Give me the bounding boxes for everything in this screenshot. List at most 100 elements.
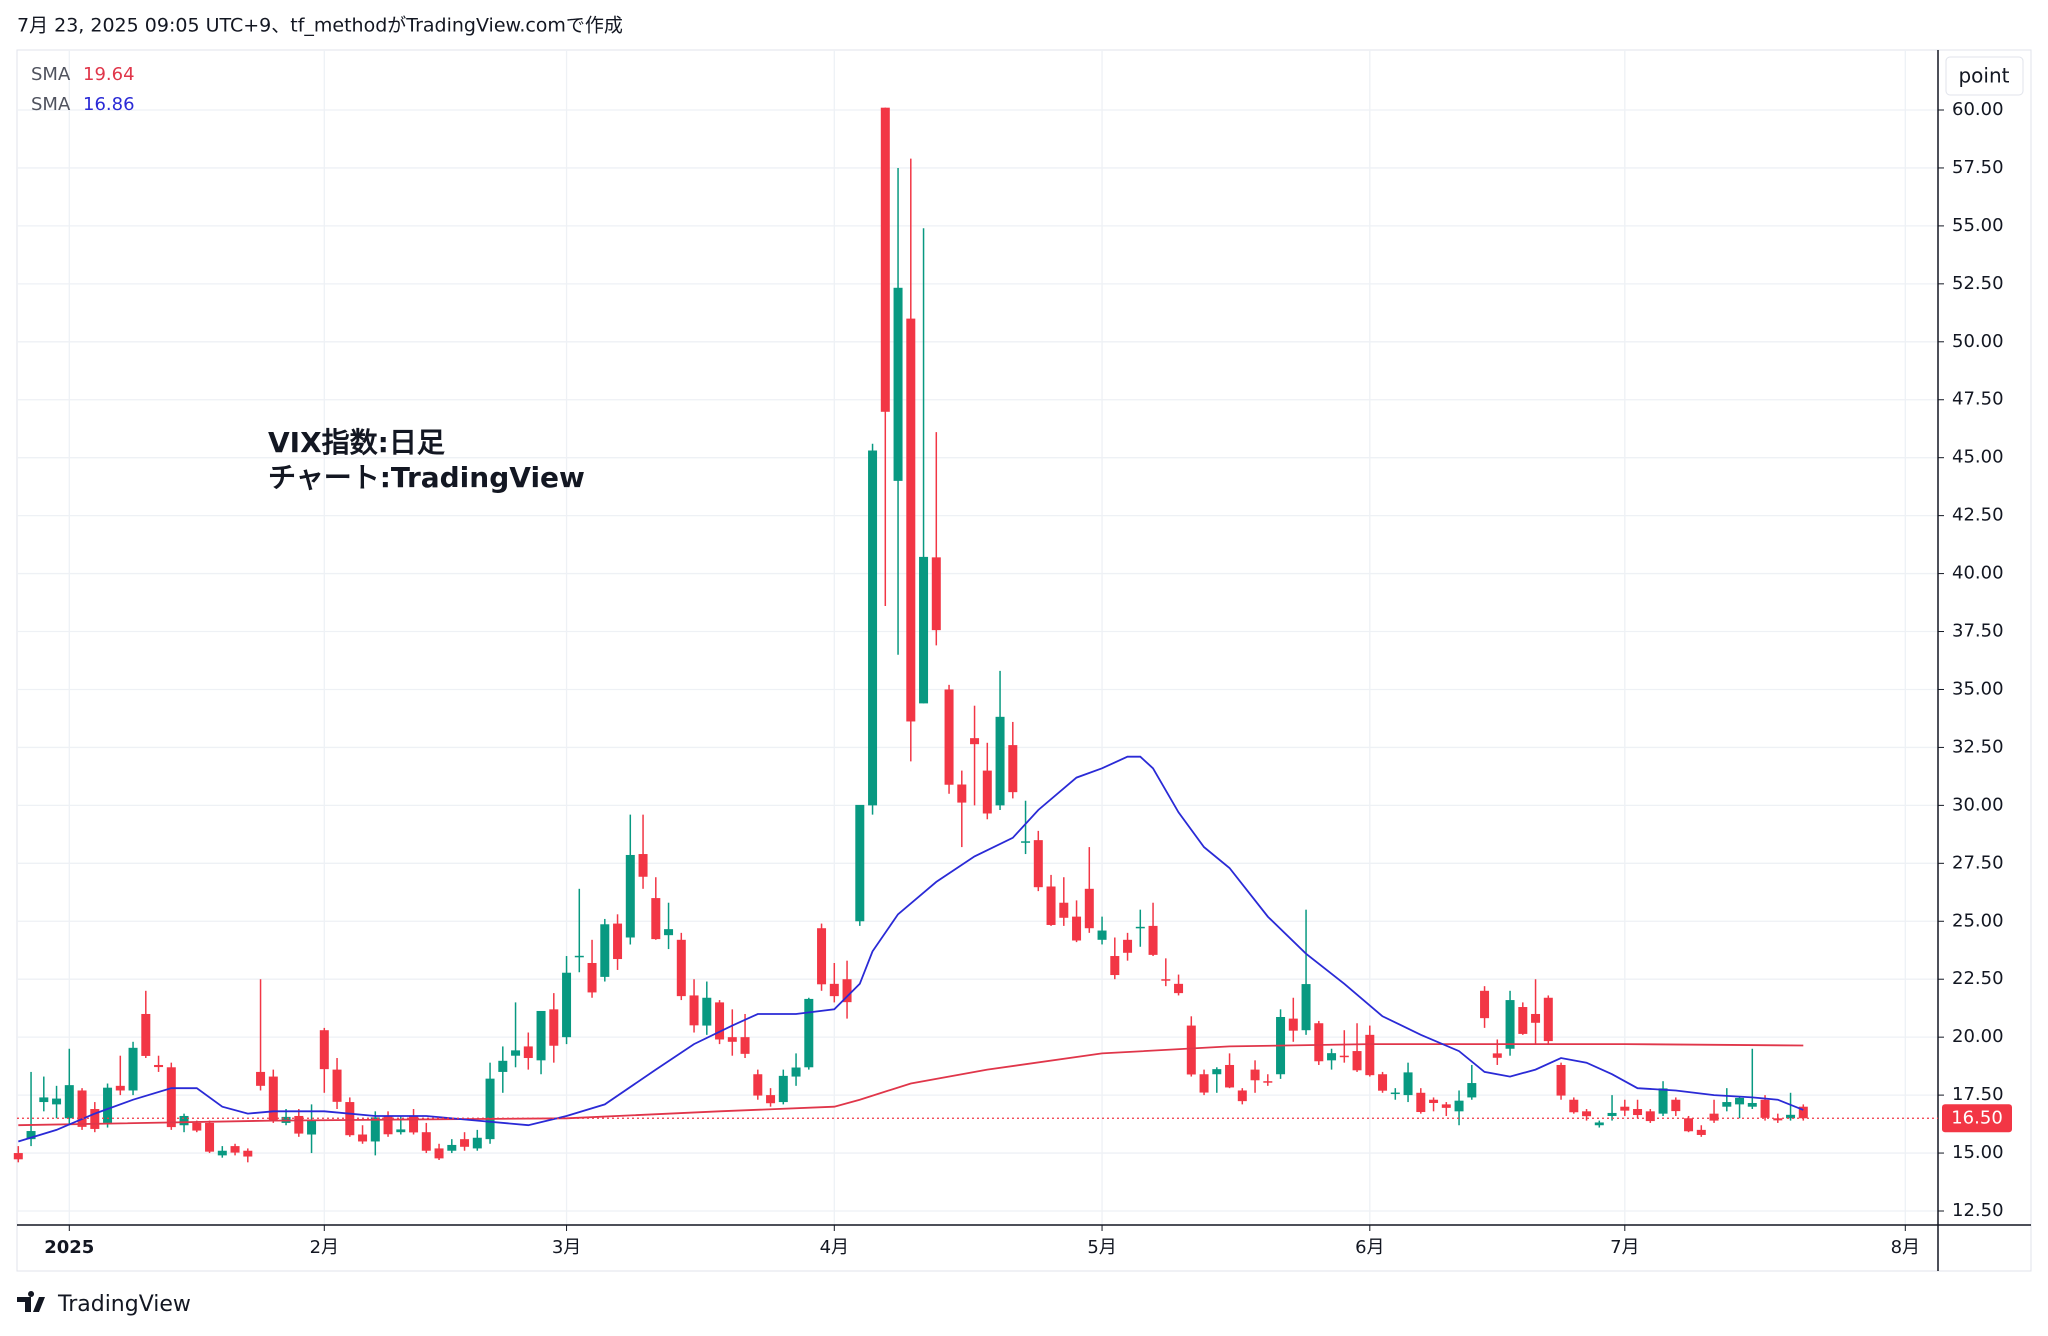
candle-body bbox=[1518, 1007, 1528, 1034]
sma-line bbox=[18, 755, 1804, 1143]
candle-body bbox=[1135, 926, 1145, 929]
candle-body bbox=[230, 1146, 240, 1153]
y-tick-label: 55.00 bbox=[1952, 215, 2004, 236]
candle-body bbox=[906, 318, 916, 722]
candle-body bbox=[931, 557, 941, 631]
candle-body bbox=[625, 854, 635, 938]
candle-body bbox=[1798, 1106, 1808, 1119]
candle-body bbox=[370, 1117, 380, 1142]
candle-body bbox=[1339, 1055, 1349, 1058]
x-tick-label: 6月 bbox=[1355, 1237, 1384, 1258]
candle-body bbox=[1352, 1051, 1362, 1071]
candle-body bbox=[460, 1139, 470, 1147]
y-tick-label: 37.50 bbox=[1952, 621, 2004, 642]
candle-body bbox=[268, 1076, 278, 1121]
candle-body bbox=[1263, 1081, 1273, 1083]
candle-body bbox=[778, 1075, 788, 1103]
candle-body bbox=[1021, 841, 1031, 843]
candle-body bbox=[804, 998, 814, 1068]
candle-body bbox=[791, 1067, 801, 1077]
candle-body bbox=[638, 854, 648, 877]
candle-body bbox=[409, 1115, 419, 1133]
candle-body bbox=[664, 929, 674, 936]
y-tick-label: 25.00 bbox=[1952, 910, 2004, 931]
candle-body bbox=[715, 1002, 725, 1040]
candle-body bbox=[1033, 840, 1043, 888]
y-tick-label: 45.00 bbox=[1952, 447, 2004, 468]
x-tick-label: 8月 bbox=[1891, 1237, 1920, 1258]
candle-body bbox=[944, 689, 954, 785]
candle-body bbox=[1786, 1114, 1796, 1119]
candle-body bbox=[1378, 1074, 1388, 1091]
candle-body bbox=[1492, 1053, 1502, 1058]
candle-body bbox=[90, 1109, 100, 1129]
candle-body bbox=[1199, 1074, 1209, 1093]
candle-body bbox=[1084, 888, 1094, 929]
candle-body bbox=[1582, 1111, 1592, 1117]
candle-body bbox=[1186, 1025, 1196, 1075]
candle-body bbox=[205, 1122, 215, 1152]
candle-body bbox=[893, 287, 903, 481]
candle-body bbox=[1671, 1099, 1681, 1112]
candle-body bbox=[957, 784, 967, 803]
candle-body bbox=[536, 1010, 546, 1061]
candle-body bbox=[1722, 1102, 1732, 1107]
y-tick-label: 42.50 bbox=[1952, 505, 2004, 526]
y-tick-label: 47.50 bbox=[1952, 389, 2004, 410]
x-tick-label: 3月 bbox=[552, 1237, 581, 1258]
candle-body bbox=[345, 1102, 355, 1136]
candle-body bbox=[154, 1064, 164, 1068]
x-tick-label: 2025 bbox=[44, 1237, 94, 1258]
candle-body bbox=[396, 1129, 406, 1133]
y-tick-label: 40.00 bbox=[1952, 563, 2004, 584]
candle-body bbox=[1531, 1013, 1541, 1023]
candle-body bbox=[587, 962, 597, 993]
candle-body bbox=[64, 1085, 74, 1119]
y-tick-label: 60.00 bbox=[1952, 99, 2004, 120]
candle-body bbox=[1556, 1064, 1566, 1096]
candle-body bbox=[1403, 1072, 1413, 1096]
candle-body bbox=[855, 804, 865, 922]
candle-body bbox=[1760, 1099, 1770, 1118]
candle-body bbox=[498, 1060, 508, 1072]
candle-body bbox=[294, 1115, 304, 1134]
unit-button[interactable] bbox=[1945, 56, 2024, 96]
y-tick-label: 35.00 bbox=[1952, 678, 2004, 699]
candle-body bbox=[1059, 902, 1069, 918]
y-tick-label: 12.50 bbox=[1952, 1200, 2004, 1221]
y-tick-label: 30.00 bbox=[1952, 794, 2004, 815]
candle-body bbox=[1008, 745, 1018, 793]
y-tick-label: 57.50 bbox=[1952, 157, 2004, 178]
frame bbox=[16, 49, 2032, 1272]
candle-body bbox=[39, 1097, 49, 1103]
candle-body bbox=[1454, 1100, 1464, 1112]
candle-body bbox=[141, 1013, 151, 1056]
last-price-box bbox=[1942, 1104, 2012, 1133]
candle-body bbox=[1072, 916, 1082, 941]
candle-body bbox=[727, 1037, 737, 1042]
candle-body bbox=[842, 979, 852, 1003]
x-tick-label: 4月 bbox=[820, 1237, 849, 1258]
candle-body bbox=[1225, 1064, 1235, 1088]
candle-body bbox=[689, 995, 699, 1026]
candle-body bbox=[1620, 1106, 1630, 1111]
candle-body bbox=[1212, 1069, 1222, 1075]
last-price-label: 16.50 bbox=[1951, 1107, 2003, 1128]
candle-body bbox=[817, 928, 827, 985]
y-tick-label: 32.50 bbox=[1952, 736, 2004, 757]
candle-body bbox=[1250, 1069, 1260, 1081]
candle-body bbox=[995, 716, 1005, 806]
legend-name: SMA bbox=[31, 94, 71, 115]
unit-button-label[interactable]: point bbox=[1958, 64, 2009, 88]
candle-body bbox=[52, 1098, 62, 1105]
candle-body bbox=[1658, 1088, 1668, 1114]
candle-body bbox=[613, 923, 623, 960]
candle-body bbox=[1747, 1102, 1757, 1107]
sma-line bbox=[18, 1043, 1804, 1127]
candle-body bbox=[1696, 1129, 1706, 1135]
candle-body bbox=[1709, 1113, 1719, 1121]
candle-body bbox=[1110, 956, 1120, 976]
candle-body bbox=[1097, 930, 1107, 940]
candle-body bbox=[970, 738, 980, 745]
